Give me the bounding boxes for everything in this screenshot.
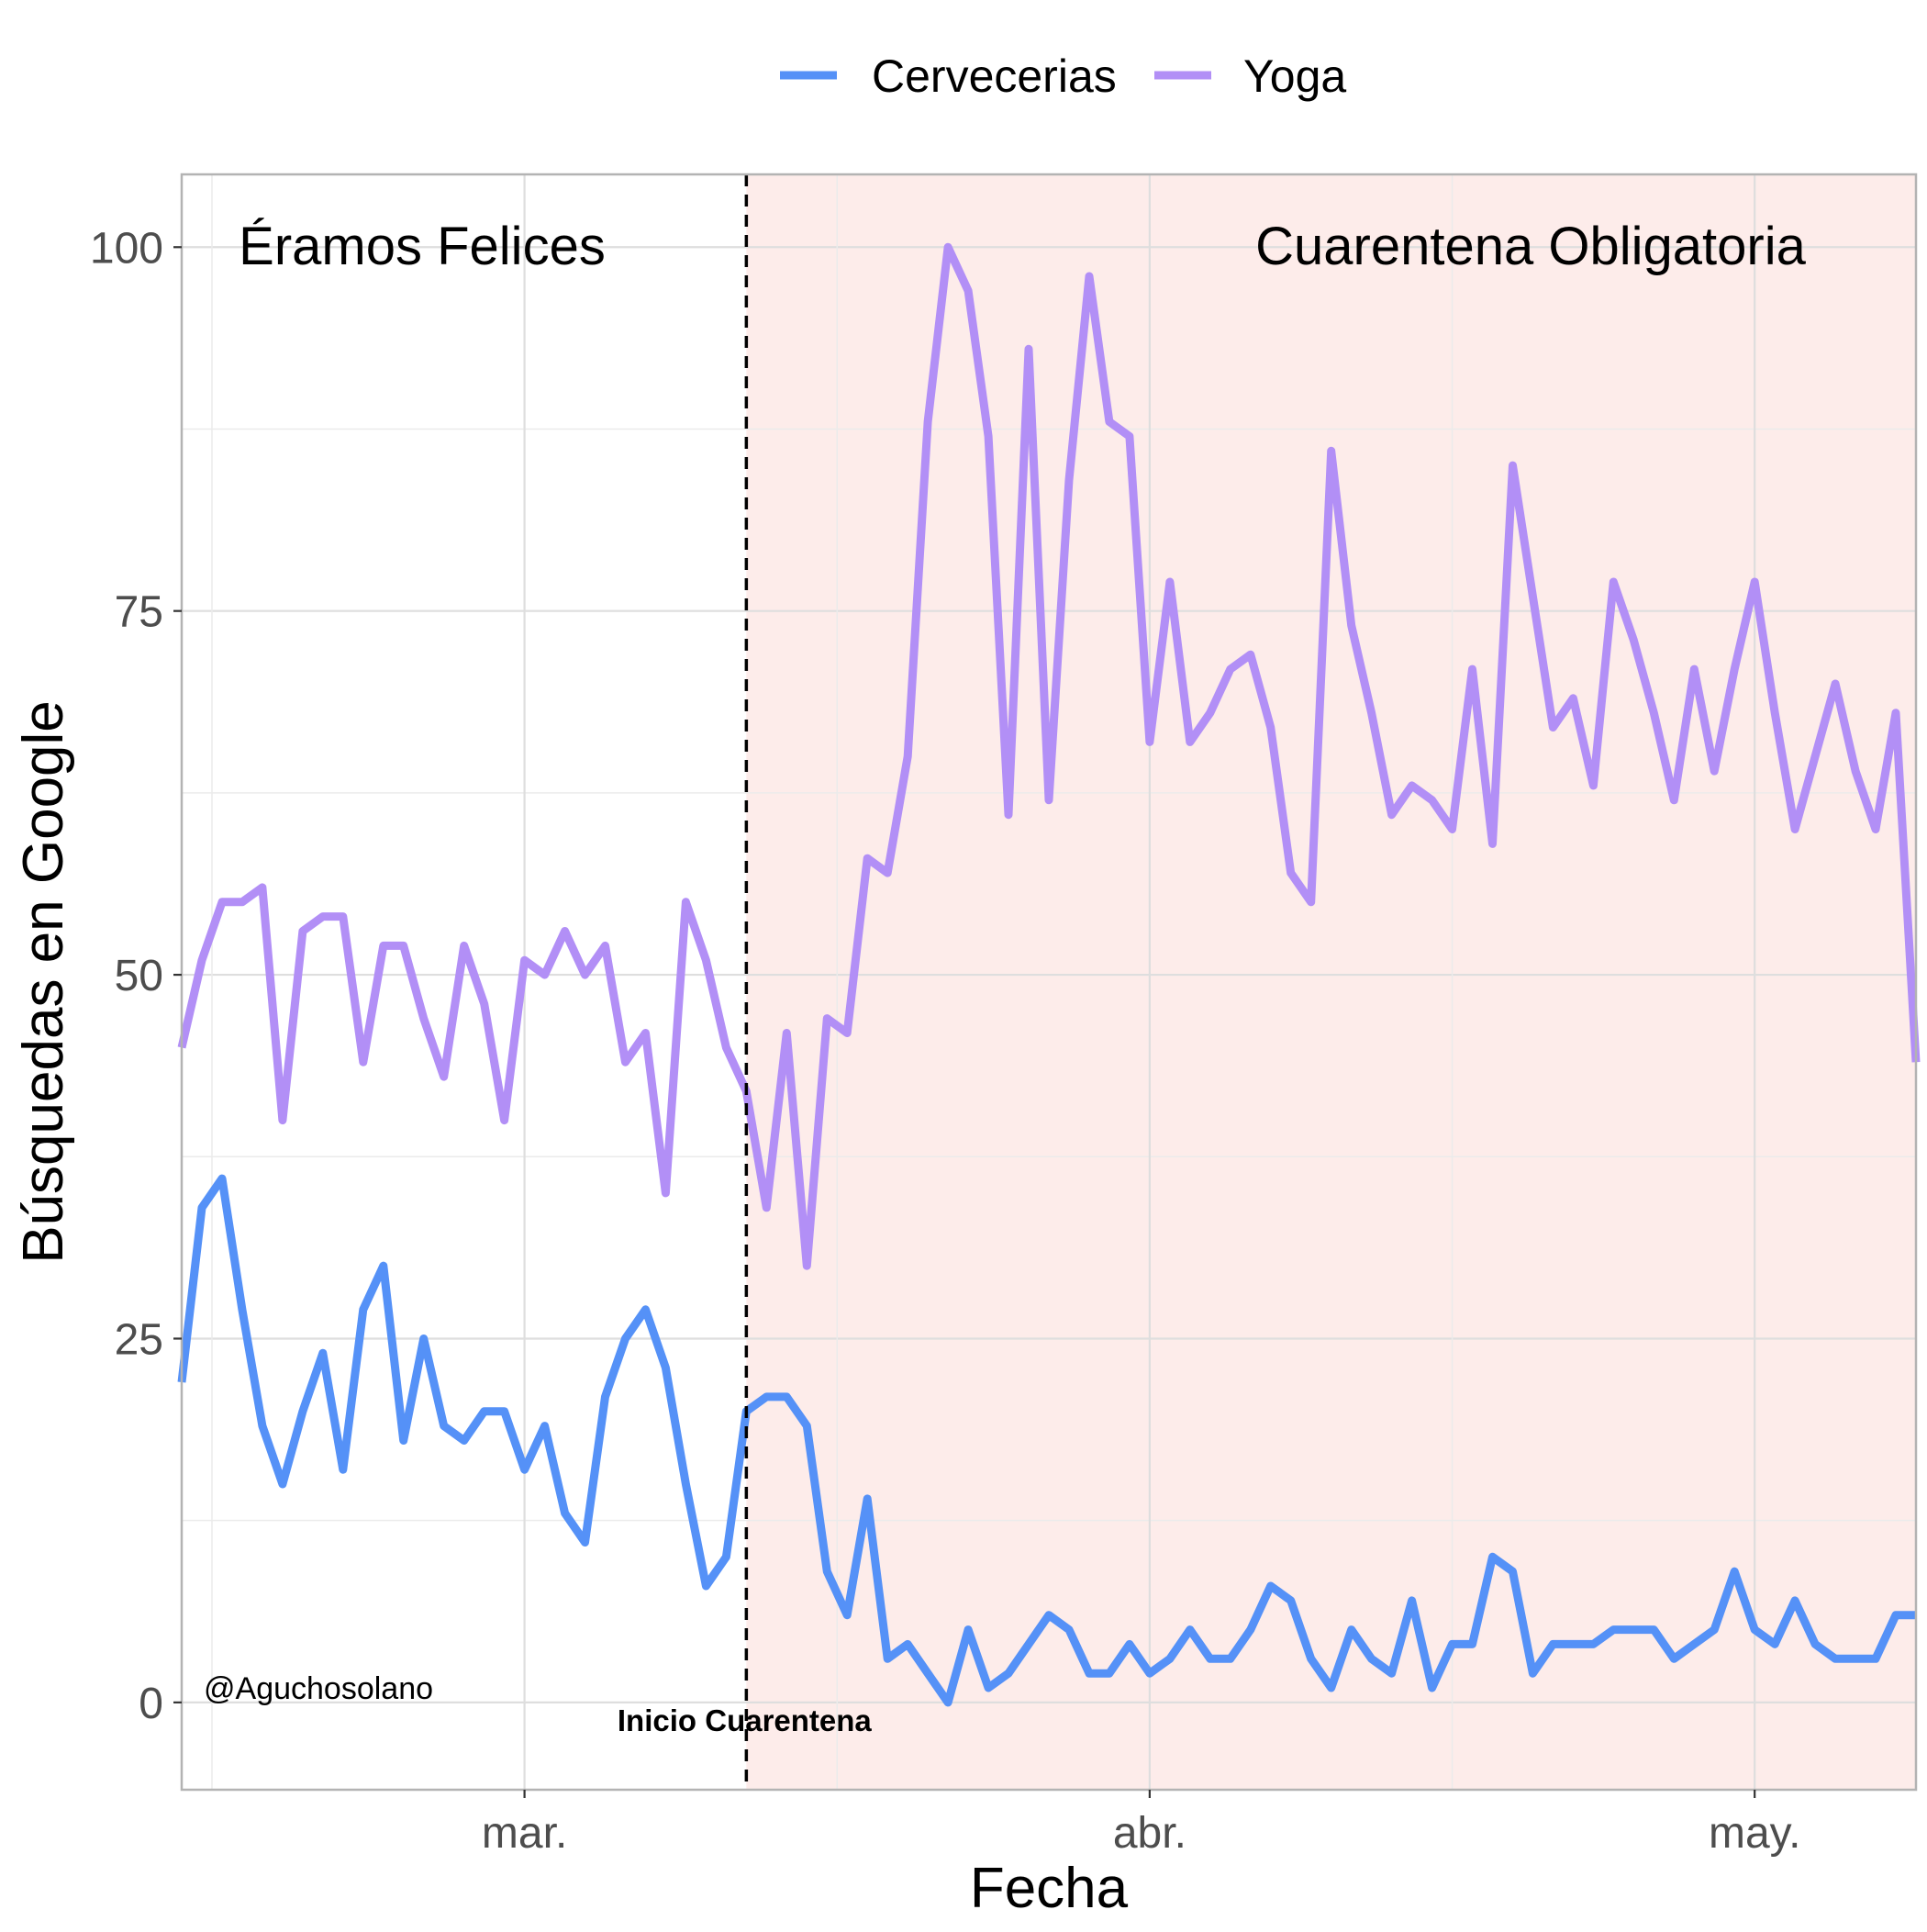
y-tick-label: 75: [115, 588, 163, 637]
x-axis-title: Fecha: [970, 1857, 1129, 1920]
series-layer: [177, 242, 1921, 1707]
region-label-after: Cuarentena Obligatoria: [1255, 217, 1806, 276]
legend: Cervecerias Yoga: [780, 50, 1346, 102]
plot-panel-border: [180, 173, 1918, 1792]
axis-layer: 0 25 50 75 100 mar. abr. may.: [90, 224, 1801, 1858]
series-line-cervecerias: [177, 1174, 1916, 1707]
quarantine-shaded-region: [746, 174, 1916, 1790]
x-tick-label: abr.: [1113, 1809, 1186, 1858]
y-tick-label: 25: [115, 1315, 163, 1364]
x-tick-label: mar.: [482, 1809, 567, 1858]
quarantine-start-label: Inicio Cuarentena: [618, 1703, 873, 1737]
region-label-before: Éramos Felices: [239, 217, 606, 276]
credit-label: @Aguchosolano: [204, 1671, 433, 1706]
series-line-yoga: [177, 242, 1921, 1270]
legend-label-yoga: Yoga: [1243, 50, 1346, 102]
y-tick-label: 0: [139, 1680, 163, 1728]
legend-label-cervecerias: Cervecerias: [872, 50, 1117, 102]
y-tick-label: 100: [90, 224, 163, 273]
grid-layer: [182, 174, 1916, 1790]
y-tick-label: 50: [115, 952, 163, 1000]
x-tick-label: may.: [1709, 1809, 1800, 1858]
y-axis-title: Búsquedas en Google: [12, 700, 75, 1264]
